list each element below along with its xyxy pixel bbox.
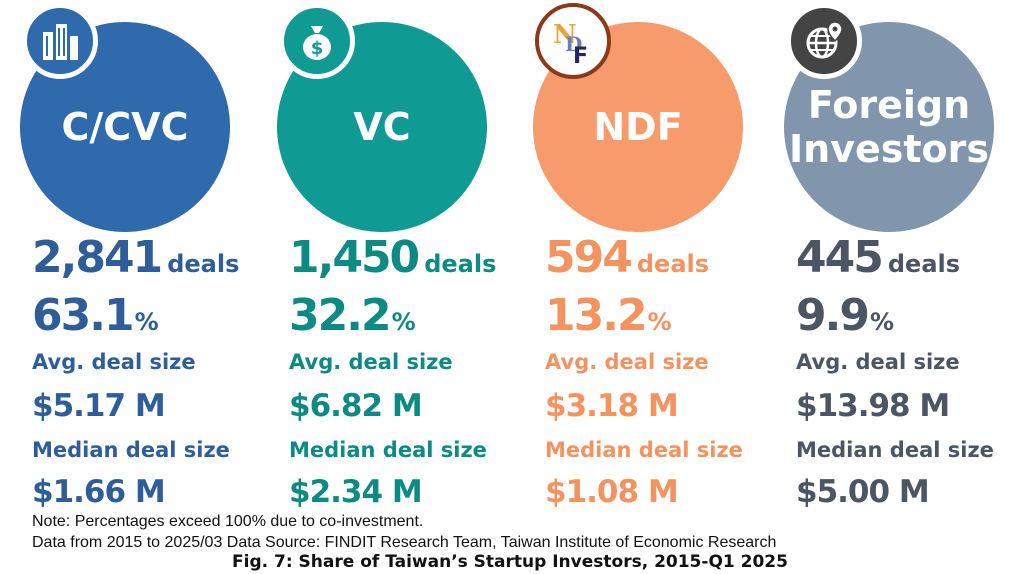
avg-deal-label: Avg. deal size — [32, 350, 196, 374]
investor-column-foreign: Foreign Investors 445 deals 9.9% Avg. dea… — [784, 0, 1020, 510]
investor-name: VC — [353, 105, 411, 149]
svg-text:D: D — [565, 32, 582, 56]
deals-stat: 1,450 deals — [289, 232, 496, 283]
ndf-logo-icon: N D F — [535, 3, 611, 79]
building-icon — [22, 3, 98, 79]
avg-deal-label: Avg. deal size — [796, 350, 960, 374]
median-deal-value: $2.34 M — [289, 474, 423, 510]
globe-pin-icon — [786, 3, 862, 79]
svg-text:F: F — [573, 44, 588, 69]
deals-count: 445 — [796, 232, 884, 283]
median-deal-label: Median deal size — [289, 438, 487, 462]
investor-name-line1: Foreign — [807, 83, 971, 127]
median-deal-label: Median deal size — [545, 438, 743, 462]
deals-count: 594 — [545, 232, 633, 283]
median-deal-label: Median deal size — [796, 438, 994, 462]
investor-circle: NDF — [533, 22, 743, 232]
avg-deal-label: Avg. deal size — [289, 350, 453, 374]
money-bag-icon: $ — [279, 3, 355, 79]
deals-stat: 445 deals — [796, 232, 960, 283]
share-unit: % — [869, 308, 894, 336]
investor-column-ndf: NDF N D F 594 deals 13.2% Avg. deal size … — [533, 0, 773, 510]
share-value: 9.9 — [796, 290, 870, 341]
avg-deal-value: $5.17 M — [32, 388, 166, 424]
investor-circle: C/CVC — [20, 22, 230, 232]
share-stat: 13.2% — [545, 290, 672, 341]
avg-deal-value: $6.82 M — [289, 388, 423, 424]
share-unit: % — [134, 308, 159, 336]
share-unit: % — [391, 308, 416, 336]
avg-deal-value: $3.18 M — [545, 388, 679, 424]
deals-unit: deals — [167, 250, 240, 278]
svg-text:N: N — [553, 20, 577, 50]
share-value: 32.2 — [289, 290, 392, 341]
co-investment-note: Note: Percentages exceed 100% due to co-… — [32, 513, 424, 530]
share-stat: 63.1% — [32, 290, 159, 341]
share-value: 13.2 — [545, 290, 648, 341]
deals-stat: 594 deals — [545, 232, 709, 283]
median-deal-value: $5.00 M — [796, 474, 930, 510]
investor-name: C/CVC — [61, 105, 189, 149]
median-deal-value: $1.66 M — [32, 474, 166, 510]
figure-caption: Fig. 7: Share of Taiwan’s Startup Invest… — [232, 552, 788, 572]
share-value: 63.1 — [32, 290, 135, 341]
median-deal-value: $1.08 M — [545, 474, 679, 510]
share-stat: 9.9% — [796, 290, 894, 341]
investor-name: NDF — [593, 105, 683, 149]
investor-name-line2: Investors — [789, 127, 989, 171]
svg-text:$: $ — [311, 38, 324, 59]
deals-unit: deals — [887, 250, 961, 278]
deals-unit: deals — [424, 250, 497, 278]
investor-column-c-cvc: C/CVC 2,841 deals 63.1% Avg. deal size $5… — [20, 0, 260, 510]
data-source-note: Data from 2015 to 2025/03 Data Source: F… — [32, 534, 777, 551]
median-deal-label: Median deal size — [32, 438, 230, 462]
share-unit: % — [647, 308, 672, 336]
deals-count: 1,450 — [289, 232, 420, 283]
deals-stat: 2,841 deals — [32, 232, 239, 283]
avg-deal-label: Avg. deal size — [545, 350, 709, 374]
deals-count: 2,841 — [32, 232, 163, 283]
share-stat: 32.2% — [289, 290, 416, 341]
deals-unit: deals — [636, 250, 710, 278]
investor-column-vc: VC $ 1,450 deals 32.2% Avg. deal size $6.… — [277, 0, 517, 510]
avg-deal-value: $13.98 M — [796, 388, 950, 424]
